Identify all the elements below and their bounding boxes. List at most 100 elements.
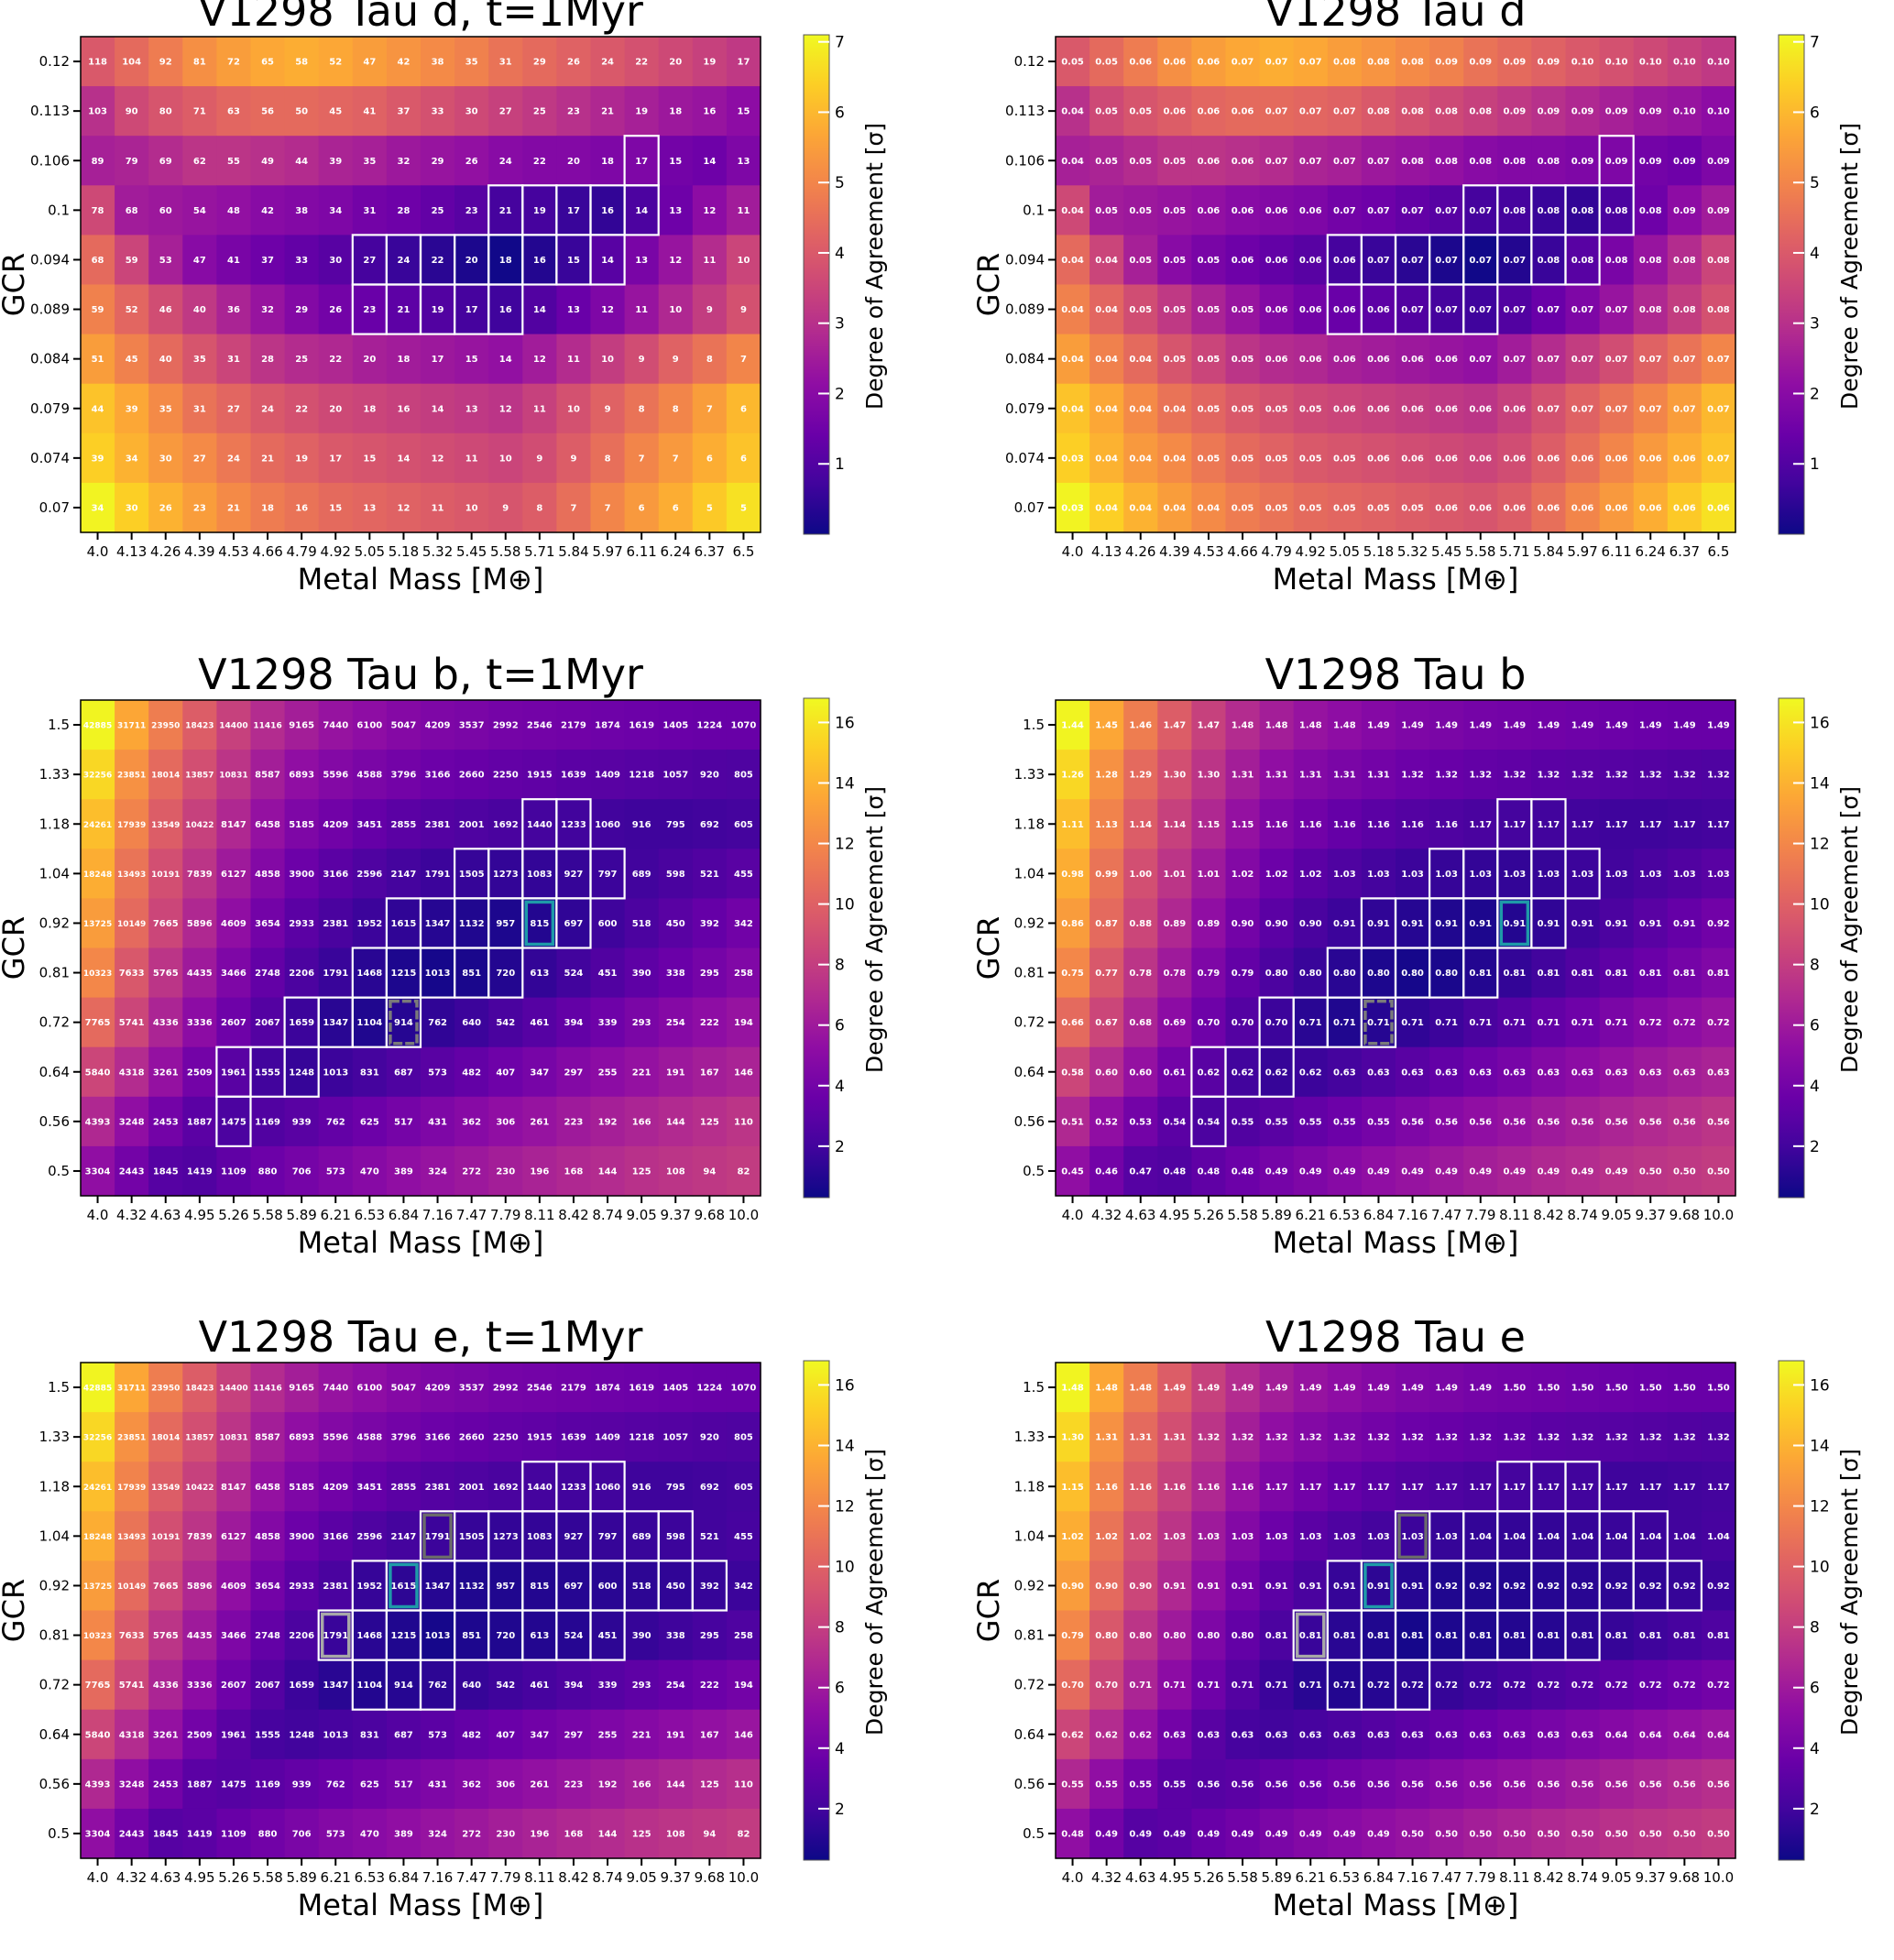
heatmap-cell: [488, 284, 523, 335]
cell-value-label: 2443: [119, 1829, 145, 1839]
cell-value-label: 52: [329, 58, 342, 68]
heatmap-cell: [250, 898, 286, 949]
cell-value-label: 0.06: [1299, 305, 1322, 315]
cell-value-label: 3466: [221, 969, 246, 979]
cell-value-label: 0.56: [1299, 1779, 1322, 1790]
heatmap-cell: [1531, 235, 1567, 286]
cell-value-label: 1.16: [1198, 1483, 1221, 1493]
cell-value-label: 0.91: [1504, 919, 1527, 929]
cell-value-label: 0.06: [1265, 206, 1288, 216]
heatmap-cell: [1259, 433, 1295, 484]
cell-value-label: 1070: [731, 721, 757, 731]
cell-value-label: 22: [635, 58, 648, 68]
cell-value-label: 0.62: [1198, 1068, 1221, 1078]
cell-value-label: 0.04: [1164, 404, 1187, 414]
cell-value-label: 8: [639, 404, 645, 414]
cell-value-label: 1.49: [1367, 721, 1390, 731]
cell-value-label: 14: [703, 157, 716, 167]
heatmap-cell: [115, 482, 149, 533]
cell-value-label: 1619: [629, 1384, 654, 1394]
cell-value-label: 0.62: [1129, 1730, 1152, 1740]
cell-value-label: 0.09: [1538, 107, 1560, 117]
colorbar-tick-label: 2: [835, 385, 845, 403]
heatmap-cell: [1599, 185, 1635, 235]
cell-value-label: 0.49: [1538, 1166, 1560, 1177]
x-tick-label: 5.97: [1567, 543, 1597, 560]
cell-value-label: 0.72: [1639, 1018, 1662, 1028]
heatmap-cell: [726, 86, 761, 137]
cell-value-label: 4209: [425, 721, 451, 731]
heatmap-cell: [692, 185, 728, 235]
cell-value-label: 21: [499, 206, 512, 216]
heatmap-cell: [81, 383, 115, 434]
cell-value-label: 1347: [425, 919, 451, 929]
heatmap-cell: [250, 700, 286, 750]
cell-value-label: 18014: [151, 772, 180, 781]
cell-value-label: 0.05: [1232, 454, 1254, 464]
heatmap-cell: [148, 284, 183, 335]
cell-value-label: 11: [432, 503, 444, 513]
cell-value-label: 24261: [83, 1484, 112, 1493]
cell-value-label: 1.17: [1504, 820, 1527, 830]
heatmap-cell: [1429, 383, 1464, 434]
cell-value-label: 167: [700, 1068, 719, 1078]
cell-value-label: 0.71: [1538, 1018, 1560, 1028]
heatmap-cell: [1463, 334, 1498, 385]
heatmap-cell: [658, 185, 694, 235]
cell-value-label: 0.47: [1129, 1166, 1152, 1177]
cell-value-label: 10191: [151, 871, 180, 880]
cell-value-label: 0.78: [1164, 969, 1187, 979]
cell-value-label: 1.17: [1469, 1483, 1492, 1493]
heatmap-cell: [1191, 86, 1227, 137]
cell-value-label: 0.08: [1707, 305, 1730, 315]
cell-value-label: 18014: [151, 1434, 180, 1443]
cell-value-label: 0.62: [1232, 1068, 1254, 1078]
cell-value-label: 0.81: [1299, 1631, 1322, 1641]
heatmap-cell: [216, 482, 252, 533]
x-tick-label: 7.79: [490, 1869, 520, 1886]
cell-value-label: 851: [462, 1631, 481, 1641]
cell-value-label: 0.07: [1469, 206, 1492, 216]
heatmap-cell: [115, 750, 149, 800]
cell-value-label: 13493: [117, 871, 146, 880]
cell-value-label: 1.02: [1095, 1532, 1118, 1542]
cell-value-label: 22: [432, 256, 444, 266]
cell-value-label: 146: [734, 1730, 753, 1740]
plot-frame: [80, 36, 761, 533]
cell-value-label: 223: [564, 1117, 584, 1127]
y-axis-label: GCR: [0, 1579, 31, 1642]
cell-value-label: 35: [159, 404, 172, 414]
cell-value-label: 7440: [323, 721, 348, 731]
heatmap-cell: [284, 433, 320, 484]
cell-value-label: 1.04: [1538, 1532, 1560, 1542]
cell-value-label: 0.09: [1435, 58, 1458, 68]
cell-value-label: 17: [737, 58, 750, 68]
heatmap-cell: [624, 136, 660, 186]
heatmap-cell: [115, 433, 149, 484]
x-tick-label: 10.0: [728, 1869, 759, 1886]
y-tick-label: 1.04: [1014, 1527, 1045, 1544]
cell-value-label: 5840: [85, 1730, 111, 1740]
heatmap-cell: [1701, 37, 1736, 87]
cell-value-label: 0.49: [1469, 1166, 1492, 1177]
y-axis-label: GCR: [0, 916, 31, 980]
cell-value-label: 851: [462, 969, 481, 979]
cell-value-label: 5185: [289, 1483, 314, 1493]
heatmap-cell: [556, 482, 592, 533]
cell-value-label: 15: [567, 256, 580, 266]
cell-value-label: 10: [669, 305, 682, 315]
heatmap-cell: [1225, 334, 1261, 385]
cell-value-label: 21: [397, 305, 410, 315]
heatmap-cell: [318, 86, 354, 137]
cell-value-label: 407: [496, 1730, 515, 1740]
cell-value-label: 0.09: [1639, 157, 1662, 167]
heatmap-cell: [182, 799, 217, 849]
x-tick-label: 5.05: [355, 543, 385, 560]
cell-value-label: 3261: [153, 1068, 179, 1078]
cell-value-label: 795: [666, 1483, 685, 1493]
cell-value-label: 22: [533, 157, 546, 167]
x-tick-label: 4.53: [1193, 543, 1223, 560]
cell-value-label: 6458: [255, 1483, 280, 1493]
cell-value-label: 0.07: [1639, 404, 1662, 414]
cell-value-label: 0.04: [1164, 454, 1187, 464]
